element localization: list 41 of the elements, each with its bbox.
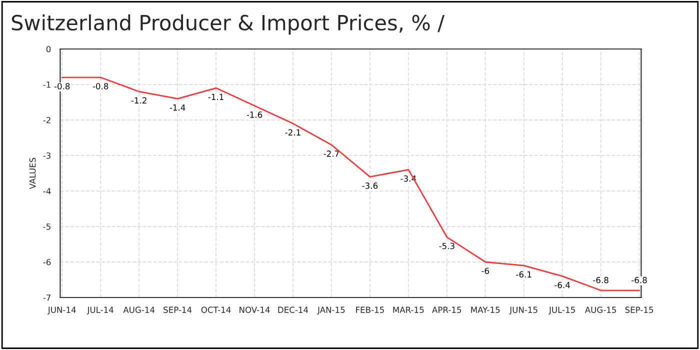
data-label: -1.4 — [170, 104, 186, 111]
data-label: -0.8 — [54, 83, 70, 90]
x-tick-label: OCT-14 — [201, 306, 231, 313]
data-label: -5.3 — [439, 242, 454, 250]
y-tick-label: -5 — [43, 224, 50, 230]
x-tick-label: JUN-14 — [47, 306, 76, 315]
x-tick-label: AUG-14 — [123, 306, 155, 313]
y-tick-label: -1 — [43, 82, 50, 88]
chart-title: Switzerland Producer & Import Prices, % / — [12, 14, 445, 35]
x-tick-label: JUL-14 — [86, 306, 114, 315]
data-label: -1.2 — [131, 97, 146, 104]
data-label: -6.8 — [593, 276, 608, 284]
x-tick-label: AUG-15 — [584, 306, 616, 313]
x-tick-label: MAY-15 — [471, 306, 500, 313]
x-tick-label: SEP-15 — [625, 306, 654, 313]
x-tick-label: JUL-15 — [548, 306, 575, 315]
y-tick-label: -7 — [43, 294, 50, 301]
data-label: -2.1 — [285, 129, 300, 136]
data-label: -1.1 — [208, 94, 224, 100]
x-tick-label: DEC-14 — [278, 306, 308, 313]
y-tick-label: -2 — [43, 116, 50, 124]
data-label: -6.4 — [554, 282, 570, 288]
x-tick-label: APR-15 — [432, 306, 462, 313]
data-label: -6 — [482, 268, 489, 274]
y-tick-label: 0 — [46, 46, 51, 52]
data-label: -1.6 — [246, 112, 262, 118]
x-tick-label: MAR-15 — [393, 306, 424, 313]
x-tick-label: NOV-14 — [240, 306, 270, 313]
data-label: -6.8 — [632, 276, 647, 284]
y-axis-title: VALUES — [29, 158, 36, 190]
y-tick-label: -6 — [43, 258, 51, 266]
x-tick-label: SEP-14 — [164, 306, 192, 313]
data-label: -3.6 — [362, 182, 378, 189]
x-tick-label: FEB-15 — [356, 306, 384, 313]
data-label: -0.8 — [92, 83, 108, 90]
y-tick-label: -3 — [43, 152, 51, 159]
data-label: -2.7 — [324, 150, 339, 157]
x-tick-label: JAN-15 — [317, 306, 345, 315]
data-label: -6.1 — [516, 271, 532, 278]
x-tick-label: JUN-15 — [509, 306, 538, 315]
y-tick-label: -4 — [43, 188, 51, 194]
